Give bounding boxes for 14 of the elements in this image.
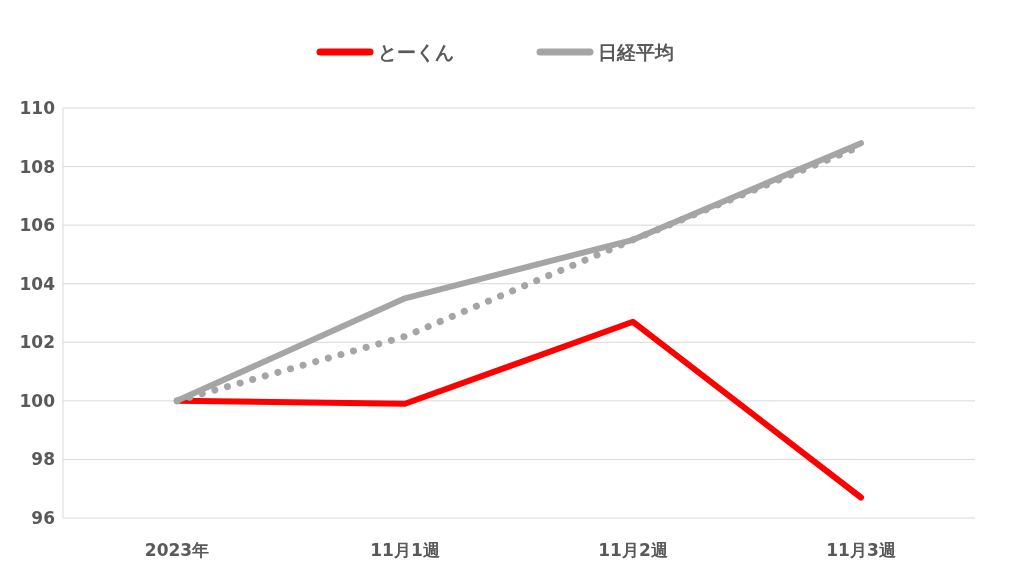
y-tick-label: 98 (31, 449, 55, 470)
x-tick-label: 2023年 (144, 540, 210, 560)
y-tick-label: 96 (31, 508, 55, 528)
x-tick-label: 11月1週 (370, 540, 440, 560)
legend-label: とーくん (378, 41, 454, 63)
y-tick-label: 100 (19, 390, 56, 411)
y-tick-label: 108 (19, 156, 55, 177)
x-tick-label: 11月2週 (598, 540, 668, 560)
x-tick-label: 11月3週 (826, 540, 896, 560)
y-tick-label: 110 (19, 98, 56, 118)
y-tick-label: 104 (19, 273, 56, 294)
y-tick-label: 106 (19, 215, 55, 236)
y-tick-label: 102 (19, 332, 55, 353)
legend-label: 日経平均 (598, 41, 674, 63)
